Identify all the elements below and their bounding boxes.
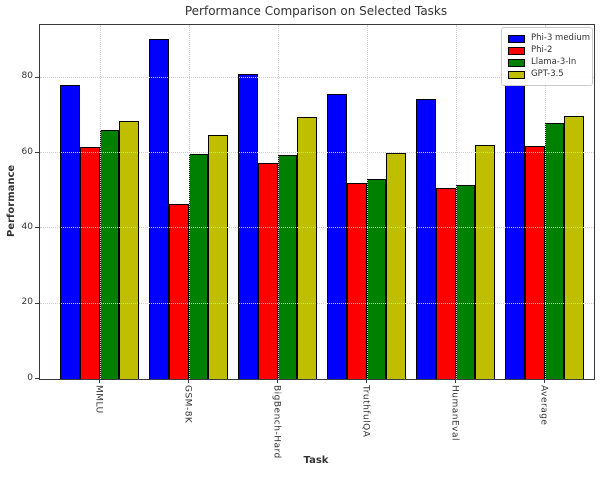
- y-tick-label: 60: [21, 146, 33, 157]
- bar-group-humaneval: [416, 98, 495, 379]
- x-tick-mark: [543, 379, 545, 383]
- legend-swatch: [508, 70, 525, 79]
- y-tick-mark: [35, 152, 39, 154]
- legend-swatch: [508, 46, 525, 55]
- bar: [149, 38, 169, 379]
- x-tick-mark: [187, 379, 189, 383]
- y-gridline: [40, 152, 594, 154]
- x-gridline: [366, 25, 368, 379]
- legend-label: Phi-3 medium: [531, 33, 590, 43]
- bar-group-average: [505, 84, 584, 379]
- bar: [277, 155, 298, 379]
- y-tick-label: 40: [21, 221, 33, 232]
- x-tick-label: GSM-8K: [182, 385, 193, 424]
- x-tick-label: HumanEval: [449, 385, 460, 441]
- bar: [208, 135, 228, 379]
- chart-title: Performance Comparison on Selected Tasks: [184, 4, 448, 18]
- bar: [79, 146, 100, 379]
- bar: [455, 185, 476, 379]
- x-tick-mark: [454, 379, 456, 383]
- bar: [327, 93, 347, 379]
- x-tick-mark: [365, 379, 367, 383]
- x-gridline: [455, 25, 457, 379]
- x-gridline: [544, 25, 546, 379]
- bar: [297, 116, 317, 379]
- legend-label: Phi-2: [531, 45, 553, 55]
- legend-label: Llama-3-In: [531, 57, 577, 67]
- y-gridline: [40, 227, 594, 229]
- x-gridline: [99, 25, 101, 379]
- y-tick-mark: [35, 227, 39, 229]
- x-gridline: [188, 25, 190, 379]
- y-gridline: [40, 302, 594, 304]
- x-tick-label: MMLU: [93, 385, 104, 414]
- bar: [416, 98, 436, 379]
- y-tick-mark: [35, 378, 39, 379]
- bar-group-gsm-8k: [149, 38, 228, 379]
- x-axis-label: Task: [303, 455, 329, 466]
- x-tick-label: Average: [538, 385, 549, 426]
- x-tick-label: BigBench-Hard: [271, 385, 282, 459]
- x-gridline: [277, 25, 279, 379]
- y-gridline: [40, 76, 594, 78]
- bar: [386, 152, 406, 379]
- legend-item: Phi-3 medium: [508, 33, 590, 44]
- y-tick-mark: [35, 76, 39, 78]
- y-tick-label: 0: [27, 372, 33, 383]
- legend-label: GPT-3.5: [531, 69, 564, 79]
- bar: [524, 145, 545, 379]
- bar: [366, 179, 387, 379]
- y-tick-label: 80: [21, 71, 33, 82]
- bar: [188, 153, 209, 379]
- bar: [60, 85, 80, 379]
- bar: [346, 182, 367, 379]
- x-tick-label: TruthfulQA: [360, 385, 371, 438]
- bar: [257, 163, 278, 379]
- y-tick-label: 20: [21, 297, 33, 308]
- bar: [119, 121, 139, 379]
- bar: [564, 115, 584, 379]
- x-tick-mark: [98, 379, 100, 383]
- bar: [544, 122, 565, 379]
- y-tick-mark: [35, 302, 39, 304]
- legend-item: Llama-3-In: [508, 57, 586, 68]
- bar: [505, 84, 525, 379]
- bar: [435, 188, 456, 379]
- legend: Phi-3 medium Phi-2 Llama-3-In GPT-3.5: [501, 27, 593, 86]
- x-tick-mark: [276, 379, 278, 383]
- legend-item: GPT-3.5: [508, 69, 586, 80]
- legend-swatch: [508, 58, 525, 67]
- bar: [168, 204, 189, 379]
- bar: [99, 130, 120, 379]
- legend-swatch: [508, 34, 525, 43]
- legend-item: Phi-2: [508, 45, 586, 56]
- bar: [475, 144, 495, 379]
